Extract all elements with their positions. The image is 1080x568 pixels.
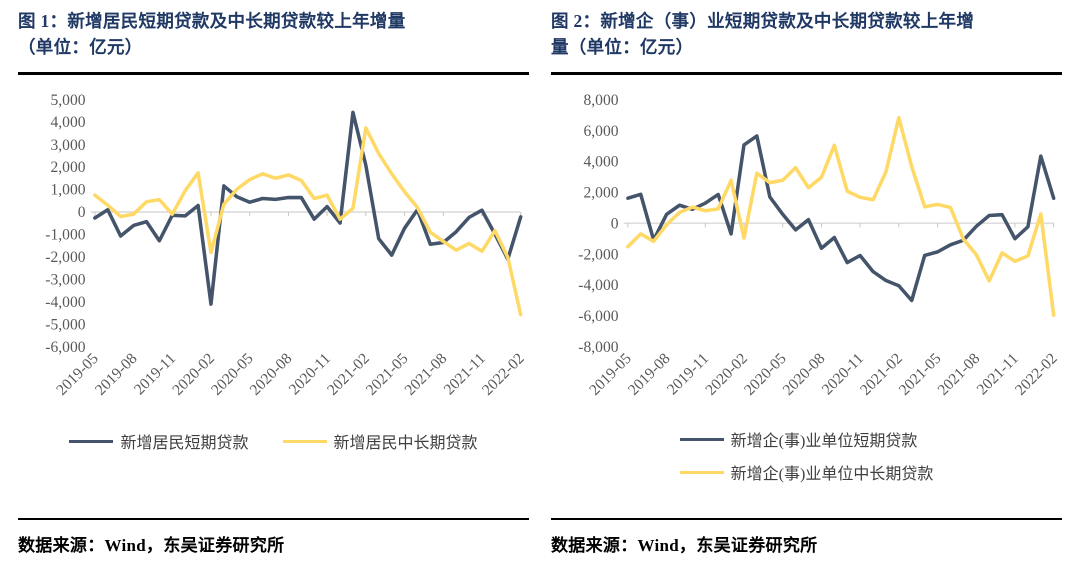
figure2-bottom-divider [551,518,1062,520]
svg-text:-6,000: -6,000 [45,338,85,355]
figure2-panel: 图 2：新增企（事）业短期贷款及中长期贷款较上年增 量（单位：亿元） 8,000… [551,8,1062,556]
legend-item-medium-long-term: 新增居民中长期贷款 [282,429,478,453]
figure1-title-line1: 图 1：新增居民短期贷款及中长期贷款较上年增量 [18,11,406,31]
svg-text:2021-08: 2021-08 [402,349,451,398]
svg-text:2019-05: 2019-05 [586,349,635,398]
legend-line-swatch [679,437,724,442]
figure2-title-line2: 量（单位：亿元） [551,37,694,58]
svg-text:2019-08: 2019-08 [625,349,674,398]
figure1-legend: 新增居民短期贷款 新增居民中长期贷款 [18,429,529,453]
svg-text:6,000: 6,000 [583,122,618,139]
figure1-source: 数据来源：Wind，东吴证券研究所 [18,536,285,555]
svg-text:2021-08: 2021-08 [935,349,984,398]
legend-line-swatch [282,439,327,444]
svg-text:0: 0 [611,215,619,232]
figure2-footer: 数据来源：Wind，东吴证券研究所 [551,518,1062,556]
figure2-title: 图 2：新增企（事）业短期贷款及中长期贷款较上年增 量（单位：亿元） [551,8,1062,61]
svg-text:2019-05: 2019-05 [53,349,102,398]
svg-text:-4,000: -4,000 [45,294,85,311]
legend-label: 新增企(事)业单位中长期贷款 [730,466,934,484]
figure1-title-line2: （单位：亿元） [18,37,143,58]
legend-item-short-term: 新增企(事)业单位短期贷款 [679,427,918,451]
figure1-top-divider [18,71,529,75]
svg-text:8,000: 8,000 [583,91,618,108]
svg-text:1,000: 1,000 [50,181,85,198]
svg-text:2021-05: 2021-05 [896,349,945,398]
legend-item-medium-long-term: 新增企(事)业单位中长期贷款 [679,460,934,484]
svg-text:2020-11: 2020-11 [286,350,334,398]
svg-text:2019-11: 2019-11 [131,350,179,398]
svg-text:2021-02: 2021-02 [324,350,373,399]
svg-text:4,000: 4,000 [50,114,85,131]
legend-label: 新增企(事)业单位短期贷款 [730,433,918,451]
legend-line-swatch [679,470,724,475]
svg-text:2,000: 2,000 [583,184,618,201]
svg-text:2020-11: 2020-11 [819,350,867,398]
legend-label: 新增居民短期贷款 [120,435,249,453]
figure2-source: 数据来源：Wind，东吴证券研究所 [551,536,818,555]
svg-text:2020-05: 2020-05 [208,349,257,398]
svg-text:2020-02: 2020-02 [169,350,218,399]
figure1-title: 图 1：新增居民短期贷款及中长期贷款较上年增量 （单位：亿元） [18,8,529,61]
svg-text:2022-02: 2022-02 [479,350,528,399]
svg-text:2019-08: 2019-08 [92,349,141,398]
legend-line-swatch [69,439,114,444]
figure1-footer: 数据来源：Wind，东吴证券研究所 [18,518,529,556]
svg-text:-5,000: -5,000 [45,316,85,333]
figure2-legend: 新增企(事)业单位短期贷款 新增企(事)业单位中长期贷款 [679,427,934,484]
legend-item-short-term: 新增居民短期贷款 [69,429,249,453]
svg-text:3,000: 3,000 [50,136,85,153]
svg-text:2,000: 2,000 [50,159,85,176]
svg-text:2021-05: 2021-05 [363,349,412,398]
svg-text:2020-05: 2020-05 [741,349,790,398]
svg-text:2021-11: 2021-11 [441,350,489,398]
figure1-bottom-divider [18,518,529,520]
figure1-panel: 图 1：新增居民短期贷款及中长期贷款较上年增量 （单位：亿元） 5,000 4,0… [18,8,529,556]
svg-text:-2,000: -2,000 [578,246,618,263]
svg-text:-6,000: -6,000 [578,308,618,325]
figure2-line-chart: 8,000 6,000 4,000 2,000 0 -2,000 -4,000 -6,000 -… [578,91,1061,399]
svg-text:2021-11: 2021-11 [974,350,1022,398]
svg-text:5,000: 5,000 [50,91,85,108]
svg-text:-4,000: -4,000 [578,277,618,294]
svg-text:2020-02: 2020-02 [702,350,751,399]
legend-label: 新增居民中长期贷款 [333,435,478,453]
svg-text:-1,000: -1,000 [45,226,85,243]
svg-text:-8,000: -8,000 [578,338,618,355]
svg-text:2022-02: 2022-02 [1012,350,1061,399]
svg-text:2020-08: 2020-08 [247,349,296,398]
svg-text:2019-11: 2019-11 [664,350,712,398]
svg-text:2020-08: 2020-08 [780,349,829,398]
svg-text:4,000: 4,000 [583,153,618,170]
figure1-line-chart: 5,000 4,000 3,000 2,000 1,000 0 -1,000 -2,000 -3… [45,91,528,399]
svg-text:-3,000: -3,000 [45,271,85,288]
figure2-title-line1: 图 2：新增企（事）业短期贷款及中长期贷款较上年增 [551,11,975,31]
figure2-top-divider [551,71,1062,75]
svg-text:2021-02: 2021-02 [857,350,906,399]
svg-text:0: 0 [78,204,86,221]
svg-text:-2,000: -2,000 [45,249,85,266]
